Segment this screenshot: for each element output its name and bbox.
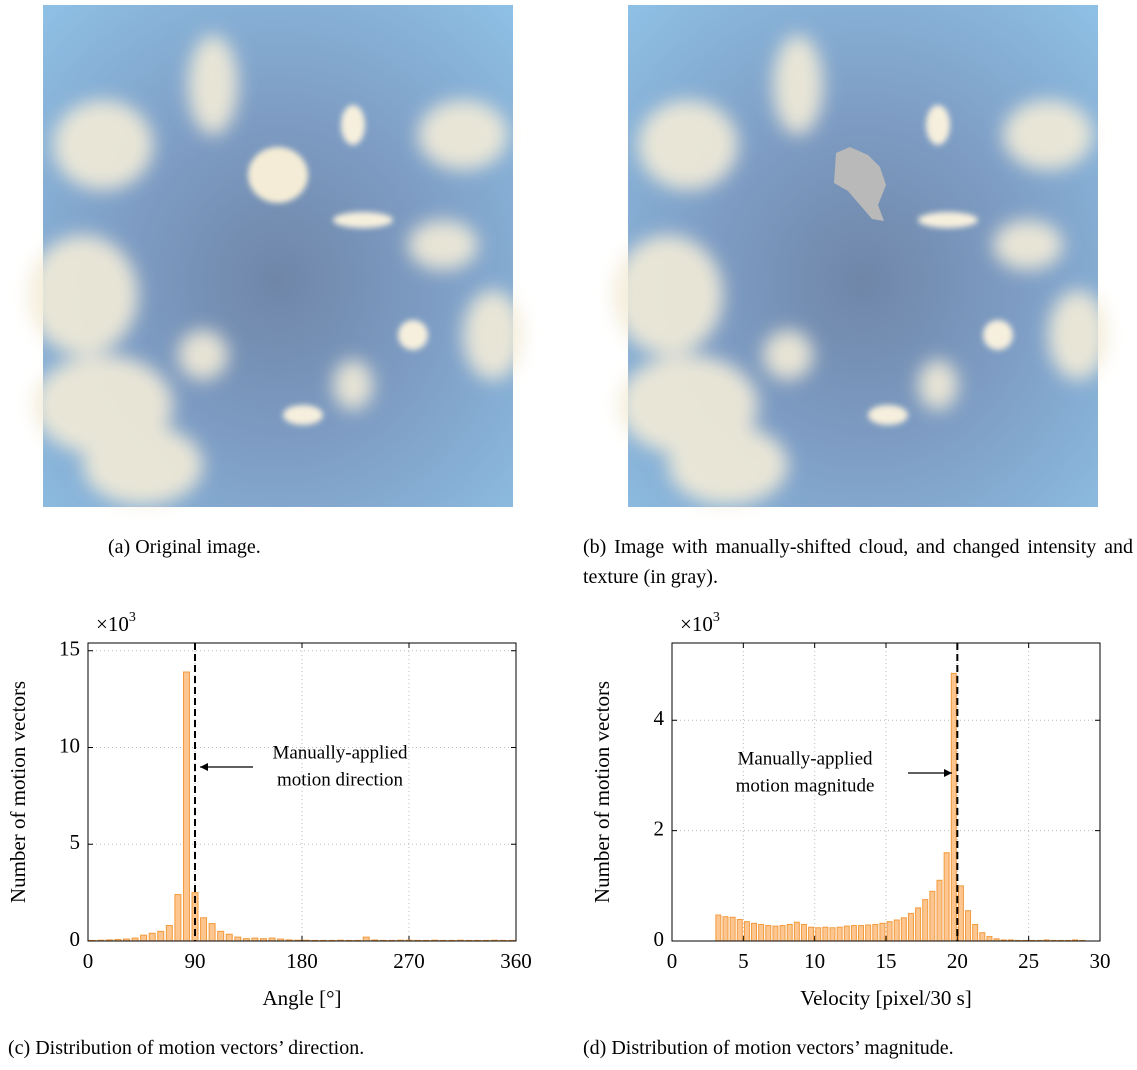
x-tick-label: 30 <box>1090 949 1111 973</box>
x-tick-label: 15 <box>876 949 897 973</box>
bar <box>922 899 929 942</box>
bar <box>879 922 886 942</box>
y-axis-label: Number of motion vectors <box>6 681 30 903</box>
arrow-head <box>200 763 208 771</box>
bar <box>165 925 173 942</box>
y-tick-label: 0 <box>70 927 81 951</box>
bar <box>950 672 957 942</box>
bar <box>893 919 900 942</box>
bar <box>362 936 370 942</box>
bar <box>986 936 993 942</box>
bar <box>929 890 936 942</box>
caption: (b) Image with manually-shifted cloud, a… <box>583 536 1133 588</box>
photo-original <box>28 5 523 507</box>
y-multiplier: ×103 <box>680 610 720 636</box>
bar <box>157 930 165 942</box>
y-multiplier: ×103 <box>96 610 136 636</box>
multiplier-exponent: 3 <box>129 610 136 625</box>
x-tick-label: 90 <box>185 949 206 973</box>
gray-cloud <box>834 147 886 221</box>
y-tick-label: 10 <box>59 733 80 757</box>
x-tick-label: 0 <box>83 949 94 973</box>
multiplier-exponent: 3 <box>713 610 720 625</box>
bar <box>208 923 216 942</box>
bar <box>850 925 857 942</box>
y-tick-label: 0 <box>654 927 665 951</box>
bar <box>865 924 872 942</box>
bar <box>743 921 750 942</box>
bar <box>858 925 865 942</box>
bar <box>943 852 950 942</box>
bar <box>772 925 779 942</box>
bar <box>979 932 986 942</box>
bar <box>182 671 190 942</box>
x-tick-label: 20 <box>947 949 968 973</box>
bar <box>148 932 156 942</box>
x-tick-label: 10 <box>804 949 825 973</box>
bar <box>872 923 879 942</box>
x-tick-label: 180 <box>286 949 318 973</box>
y-tick-label: 4 <box>654 706 665 730</box>
bar <box>765 925 772 942</box>
bar <box>758 923 765 942</box>
bar <box>234 936 242 942</box>
bar <box>729 916 736 942</box>
bar <box>174 894 182 942</box>
x-tick-label: 5 <box>738 949 749 973</box>
annotation: Manually-applied <box>272 742 408 763</box>
bar <box>829 927 836 942</box>
bar <box>786 923 793 942</box>
bar <box>936 879 943 942</box>
bar <box>722 916 729 942</box>
bar <box>907 912 914 942</box>
annotation: motion magnitude <box>736 775 875 796</box>
x-tick-label: 360 <box>500 949 532 973</box>
photo-modified <box>613 5 1108 507</box>
x-axis-label: Velocity [pixel/30 s] <box>800 986 971 1010</box>
bar <box>965 910 972 942</box>
x-tick-label: 270 <box>393 949 425 973</box>
x-tick-label: 25 <box>1018 949 1039 973</box>
caption: (a) Original image. <box>108 536 261 558</box>
y-axis-label: Number of motion vectors <box>590 681 614 903</box>
caption: (c) Distribution of motion vectors’ dire… <box>8 1037 365 1059</box>
bar <box>200 917 208 942</box>
bar <box>779 925 786 942</box>
x-axis-label: Angle [°] <box>263 986 342 1010</box>
arrow-head <box>944 769 952 777</box>
bar <box>808 926 815 942</box>
multiplier-base: ×10 <box>680 612 713 636</box>
axis-frame <box>87 642 517 942</box>
bar <box>886 921 893 942</box>
annotation: Manually-applied <box>737 748 873 769</box>
y-tick-label: 15 <box>59 637 80 661</box>
bar <box>843 925 850 942</box>
bar <box>815 927 822 942</box>
multiplier-base: ×10 <box>96 612 129 636</box>
bar <box>793 921 800 942</box>
bar <box>972 923 979 942</box>
bar <box>957 885 964 942</box>
bar <box>800 923 807 942</box>
y-tick-label: 2 <box>654 816 665 840</box>
bar <box>715 914 722 942</box>
bar <box>900 917 907 942</box>
bar <box>225 933 233 942</box>
y-tick-label: 5 <box>70 830 81 854</box>
bar <box>140 934 148 942</box>
bar <box>915 907 922 942</box>
bar <box>836 926 843 942</box>
bar <box>822 926 829 942</box>
caption: (d) Distribution of motion vectors’ magn… <box>583 1037 954 1059</box>
axis-frame <box>671 642 1101 942</box>
bar <box>751 922 758 942</box>
annotation: motion direction <box>277 769 404 790</box>
x-tick-label: 0 <box>667 949 678 973</box>
bar <box>736 918 743 942</box>
bar <box>217 930 225 942</box>
